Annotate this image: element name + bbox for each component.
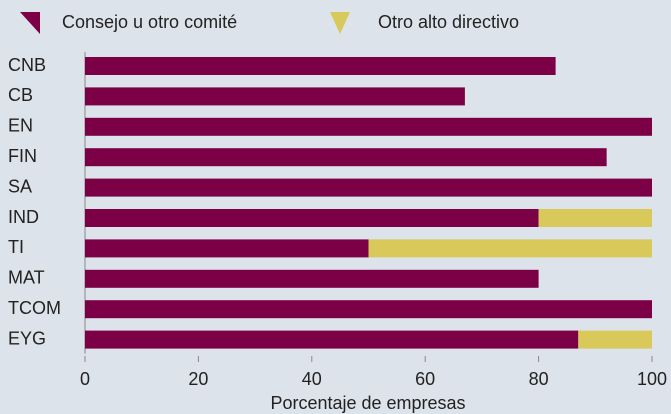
x-tick-label: 80 — [529, 369, 549, 389]
y-tick-label: CNB — [8, 55, 46, 75]
bar-segment — [85, 300, 652, 319]
x-tick-label: 0 — [80, 369, 90, 389]
bar-segment — [85, 209, 539, 227]
y-tick-label: FIN — [8, 146, 37, 166]
y-tick-label: TCOM — [8, 298, 61, 318]
y-tick-label: CB — [8, 85, 33, 105]
legend-icon — [330, 12, 350, 34]
bar-segment — [578, 330, 652, 349]
y-tick-label: TI — [8, 237, 24, 257]
bar-segment — [85, 239, 369, 258]
bar-segment — [85, 87, 465, 106]
bar-segment — [85, 178, 652, 197]
bar-segment — [538, 209, 652, 227]
bar-segment — [85, 269, 539, 288]
bar-segment — [85, 148, 607, 167]
y-tick-label: EYG — [8, 328, 46, 348]
bar-segment — [85, 117, 652, 136]
bar-segment — [85, 330, 579, 349]
legend-icon — [20, 12, 40, 34]
x-tick-label: 100 — [637, 369, 667, 389]
y-tick-label: MAT — [8, 268, 45, 288]
y-tick-label: IND — [8, 207, 39, 227]
x-axis-label: Porcentaje de empresas — [270, 393, 465, 413]
legend-label: Consejo u otro comité — [62, 12, 237, 32]
x-tick-label: 60 — [415, 369, 435, 389]
bar-segment — [368, 239, 652, 258]
bar-segment — [85, 57, 556, 75]
y-tick-label: SA — [8, 176, 32, 196]
legend-label: Otro alto directivo — [378, 12, 519, 32]
y-tick-label: EN — [8, 116, 33, 136]
x-tick-label: 20 — [188, 369, 208, 389]
x-tick-label: 40 — [302, 369, 322, 389]
